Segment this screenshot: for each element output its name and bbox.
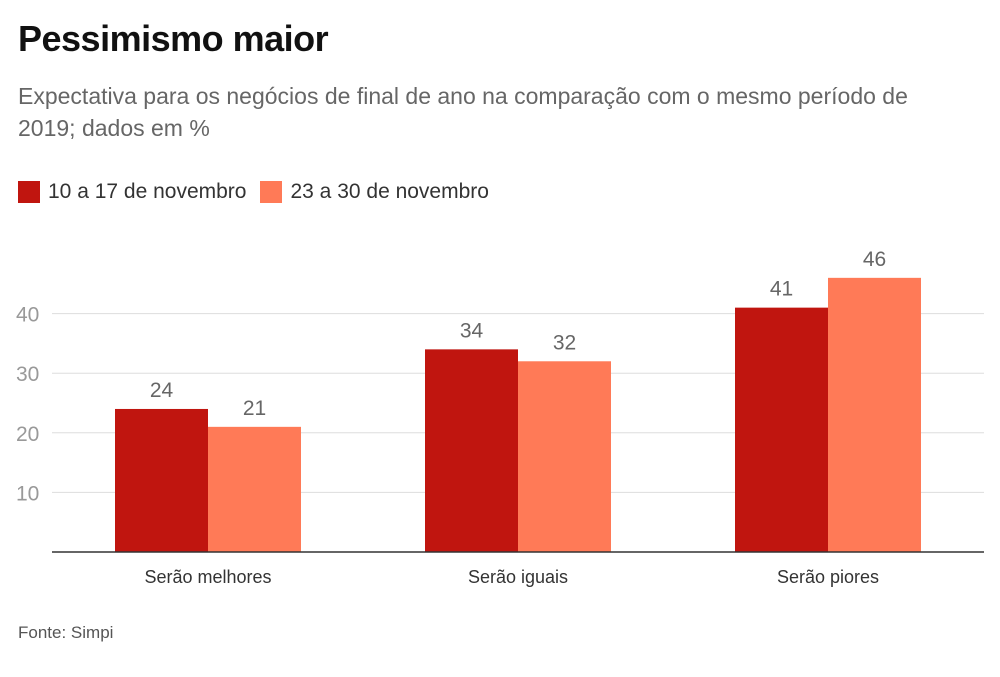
source-note: Fonte: Simpi — [18, 623, 114, 642]
bar — [115, 408, 208, 552]
bar — [518, 361, 611, 552]
chart-title: Pessimismo maior — [18, 18, 329, 59]
bar — [425, 349, 518, 552]
data-label: 46 — [863, 248, 886, 271]
legend-swatch-series-2 — [260, 181, 283, 203]
data-label: 34 — [460, 319, 484, 342]
legend-label-series-1: 10 a 17 de novembro — [48, 180, 247, 203]
y-tick-label: 10 — [16, 482, 39, 505]
y-tick-label: 40 — [16, 304, 39, 327]
data-label: 21 — [243, 397, 266, 420]
legend-swatch-series-1 — [18, 181, 40, 203]
y-tick-label: 30 — [16, 363, 39, 386]
legend-item-series-2: 23 a 30 de novembro — [260, 180, 489, 204]
legend: 10 a 17 de novembro 23 a 30 de novembro — [18, 180, 503, 204]
data-label: 41 — [770, 278, 793, 301]
bar — [735, 307, 828, 552]
data-label: 24 — [150, 379, 174, 402]
legend-label-series-2: 23 a 30 de novembro — [290, 180, 489, 203]
bar — [828, 277, 921, 552]
x-tick-label: Serão melhores — [144, 567, 271, 587]
x-tick-label: Serão piores — [777, 567, 879, 587]
legend-item-series-1: 10 a 17 de novembro — [18, 180, 246, 204]
data-label: 32 — [553, 331, 576, 354]
chart-subtitle: Expectativa para os negócios de final de… — [18, 83, 908, 141]
bar — [208, 426, 301, 552]
y-tick-label: 20 — [16, 423, 39, 446]
x-tick-label: Serão iguais — [468, 567, 568, 587]
